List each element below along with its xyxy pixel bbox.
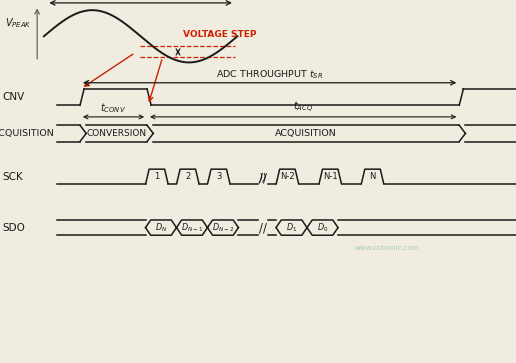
Text: 3: 3: [216, 172, 221, 181]
Text: $D_{N-1}$: $D_{N-1}$: [181, 221, 203, 234]
Text: $t_{CONV}$: $t_{CONV}$: [101, 101, 126, 115]
Text: $D_{N-2}$: $D_{N-2}$: [212, 221, 234, 234]
Text: N-1: N-1: [323, 172, 337, 181]
Text: $D_N$: $D_N$: [155, 221, 167, 234]
Text: //: //: [259, 171, 267, 184]
Text: $D_1$: $D_1$: [286, 221, 297, 234]
Text: ACQUISITION: ACQUISITION: [276, 129, 337, 138]
Text: CONVERSION: CONVERSION: [87, 129, 147, 138]
Text: VOLTAGE STEP: VOLTAGE STEP: [183, 30, 256, 39]
Text: SCK: SCK: [3, 172, 23, 182]
Text: SDO: SDO: [3, 223, 25, 233]
Text: CNV: CNV: [3, 92, 25, 102]
Text: $V_{PEAK}$: $V_{PEAK}$: [5, 17, 32, 30]
Text: www.cntronic.com: www.cntronic.com: [355, 245, 419, 251]
Text: ADC THROUGHPUT $t_{SR}$: ADC THROUGHPUT $t_{SR}$: [216, 68, 323, 81]
Text: N: N: [369, 172, 376, 181]
Text: 1: 1: [154, 172, 159, 181]
Text: $t_{ACQ}$: $t_{ACQ}$: [293, 100, 313, 115]
Text: $D_0$: $D_0$: [317, 221, 328, 234]
Text: ACQUISITION: ACQUISITION: [0, 129, 54, 138]
Text: N-2: N-2: [280, 172, 295, 181]
Text: //: //: [259, 222, 267, 235]
Text: )): )): [259, 172, 267, 183]
Text: 2: 2: [185, 172, 190, 181]
